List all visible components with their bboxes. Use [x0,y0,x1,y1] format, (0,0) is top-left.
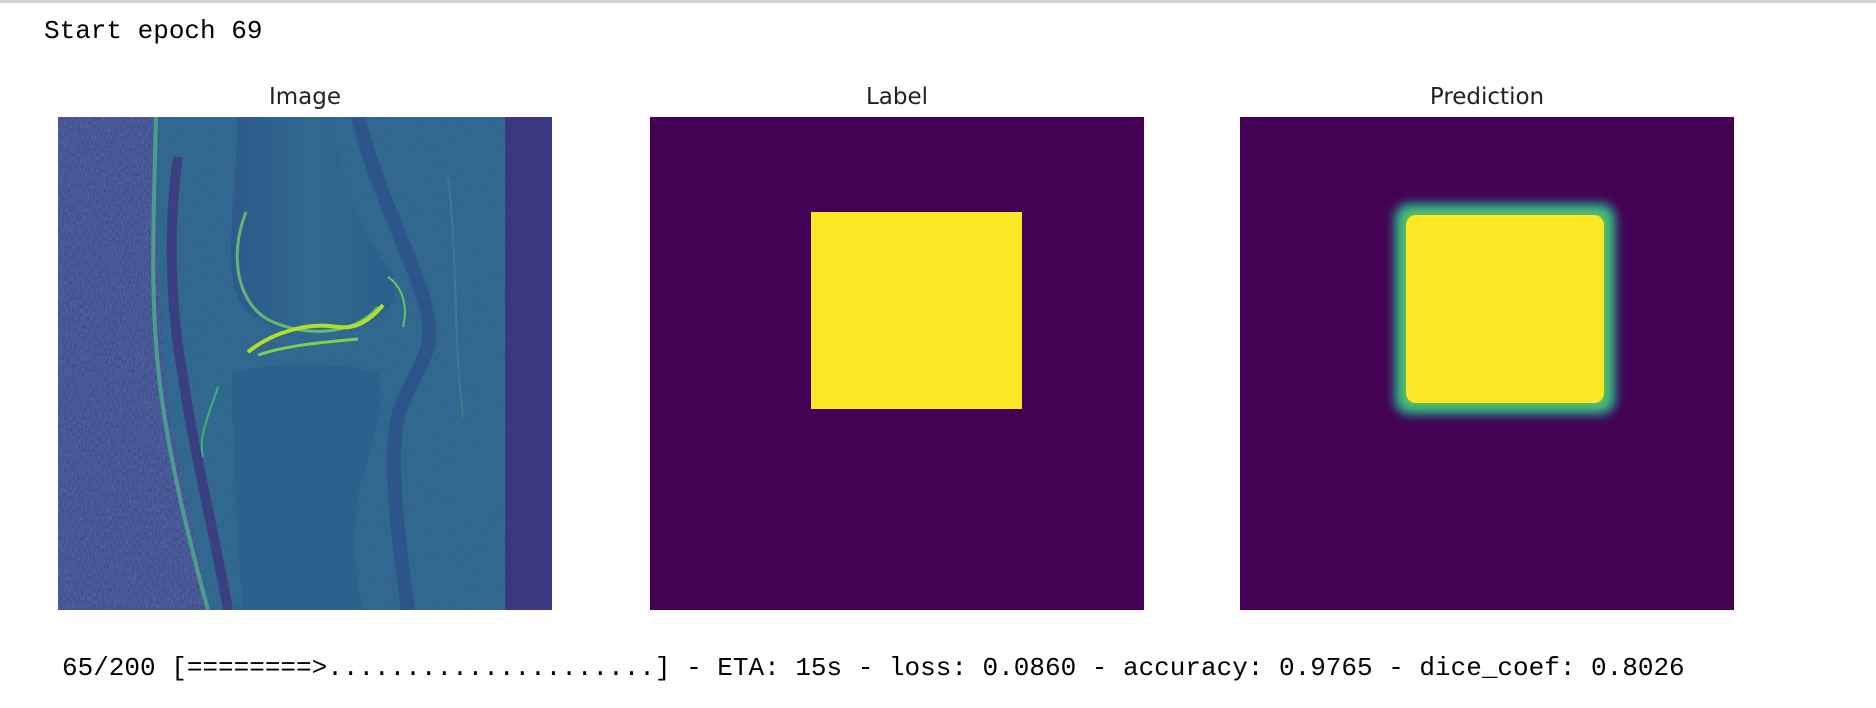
epoch-log-line: Start epoch 69 [44,16,263,46]
prediction-mask-panel [1240,117,1734,610]
panel-title-image: Image [268,84,342,110]
panel-title-label: Label [865,84,929,110]
label-mask-image [650,117,1144,610]
training-progress-line: 65/200 [========>.....................] … [62,653,1685,683]
panel-title-prediction: Prediction [1429,84,1545,110]
cell-top-border [0,0,1876,3]
label-mask-square [811,212,1022,409]
mri-image-panel [58,117,552,610]
prediction-mask-square [1406,215,1604,403]
label-mask-panel [650,117,1144,610]
mri-knee-image [58,117,552,610]
prediction-mask-image [1240,117,1734,610]
